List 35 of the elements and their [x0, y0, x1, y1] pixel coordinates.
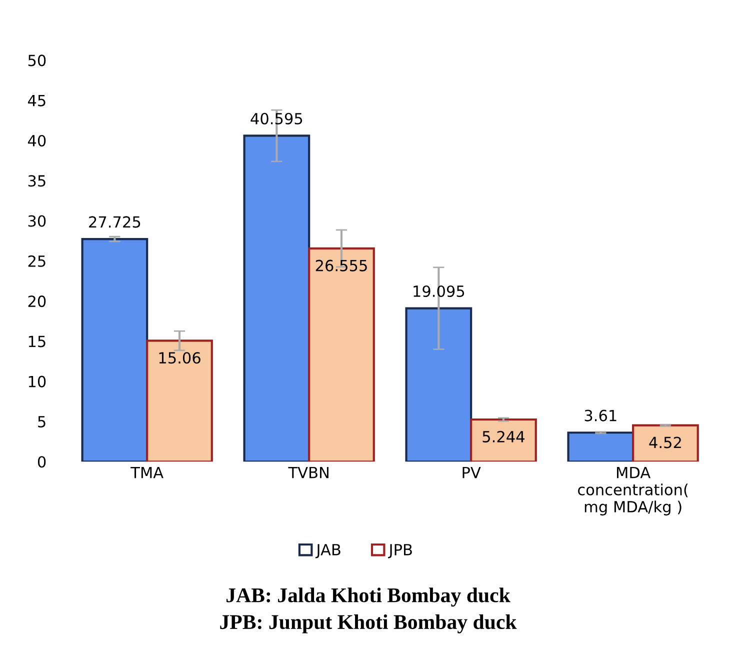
data-label: 4.52 [649, 436, 681, 448]
data-label: 3.61 [584, 410, 616, 422]
y-tick-label: 40 [28, 134, 46, 147]
y-tick-label: 15 [28, 336, 46, 348]
bar [632, 424, 699, 462]
bar [470, 418, 537, 462]
bar [146, 340, 213, 462]
y-tick-label: 50 [28, 54, 46, 66]
bar [243, 134, 310, 462]
bar [81, 238, 148, 462]
y-tick-label: 20 [28, 296, 46, 308]
y-tick-label: 5 [38, 416, 46, 428]
data-label: 15.06 [159, 352, 200, 364]
x-tick-label: TVBN [288, 466, 328, 478]
text: JPB: Junput Khoti Bombay duck [220, 614, 517, 634]
text: JAB: Jalda Khoti Bombay duck [226, 588, 510, 607]
y-tick-label: 30 [28, 215, 46, 227]
data-label: 19.095 [414, 285, 464, 298]
x-tick-label: MDA concentration( mg MDA/kg ) [578, 466, 688, 516]
bar [308, 247, 375, 462]
legend-label: JPB [388, 544, 412, 558]
bar [567, 432, 634, 462]
x-tick-label: PV [462, 466, 481, 478]
data-label: 40.595 [250, 112, 302, 124]
data-label: 5.244 [482, 430, 524, 442]
bar [405, 307, 472, 462]
y-tick-label: 25 [28, 255, 46, 267]
data-label: 26.555 [316, 260, 367, 272]
y-tick-label: 0 [38, 456, 46, 468]
legend-label: JAB [315, 544, 340, 558]
y-tick-label: 35 [28, 175, 46, 187]
y-tick-label: 10 [28, 376, 46, 388]
y-tick-label: 45 [28, 95, 46, 106]
x-tick-label: TMA [130, 466, 164, 478]
data-label: 27.725 [89, 216, 140, 228]
